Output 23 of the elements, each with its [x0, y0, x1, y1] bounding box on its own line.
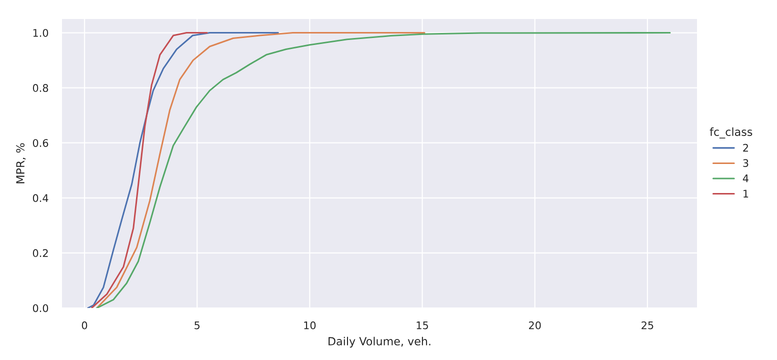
- line-series: [90, 32, 208, 308]
- x-tick-label: 15: [416, 322, 428, 330]
- y-axis-title: MPR, %: [16, 143, 26, 184]
- x-tick-label: 0: [82, 321, 88, 330]
- legend-label: 3: [743, 159, 748, 168]
- x-axis-title: Daily Volume, veh.: [328, 336, 430, 348]
- line-series: [96, 32, 671, 308]
- y-tick-label: 1.0: [33, 28, 48, 37]
- y-tick-label: 0.0: [32, 304, 48, 312]
- x-tick-label: 5: [194, 322, 200, 330]
- x-tick-label: 10: [304, 321, 316, 330]
- y-tick-label: 0.8: [32, 84, 48, 92]
- legend-label: 4: [742, 174, 748, 182]
- line-series: [87, 32, 279, 308]
- x-tick-label: 20: [529, 321, 541, 330]
- y-tick-label: 0.2: [32, 249, 48, 258]
- legend-label: 2: [743, 144, 748, 152]
- legend-title: fc_class: [710, 127, 752, 138]
- line-series: [96, 32, 426, 308]
- x-tick-label: 25: [642, 321, 654, 330]
- legend-label: 1: [744, 190, 748, 198]
- y-tick-label: 0.4: [32, 194, 48, 202]
- y-tick-label: 0.6: [32, 139, 48, 147]
